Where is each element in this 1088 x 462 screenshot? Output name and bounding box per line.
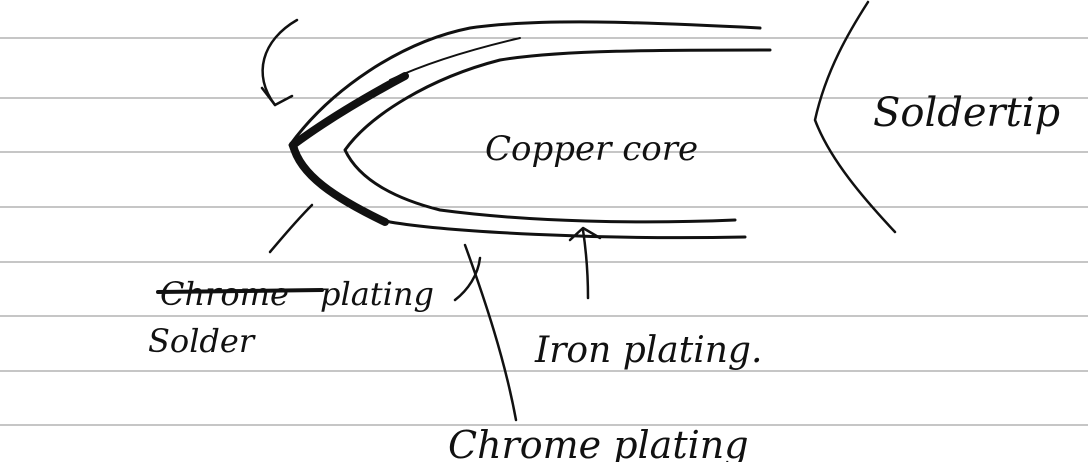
- copper-core-label: Copper core: [485, 129, 698, 169]
- plating-word-label: plating: [320, 275, 434, 313]
- iron-plating-label: Iron plating.: [534, 330, 762, 371]
- plating-leader: [453, 256, 482, 302]
- solder-leader: [268, 203, 314, 254]
- iron-plating-arrow: [581, 228, 590, 300]
- iron-plating-arrow-head: [568, 226, 602, 242]
- solder-tip-bracket: [813, 0, 897, 234]
- solder-tip-label: Soldertip: [873, 90, 1060, 136]
- ruled-lines: [0, 37, 1088, 426]
- copper-core-outline: [343, 48, 772, 224]
- curved-arrow-head: [260, 86, 294, 107]
- chrome-plating-label: Chrome plating: [448, 423, 749, 462]
- solder-label: Solder: [148, 322, 256, 360]
- curved-arrow: [261, 18, 299, 107]
- struck-chrome-word: Chrome: [160, 275, 289, 313]
- chrome-plating-leader: [463, 243, 518, 422]
- solder-coating: [289, 72, 409, 226]
- strike-through: [156, 288, 324, 294]
